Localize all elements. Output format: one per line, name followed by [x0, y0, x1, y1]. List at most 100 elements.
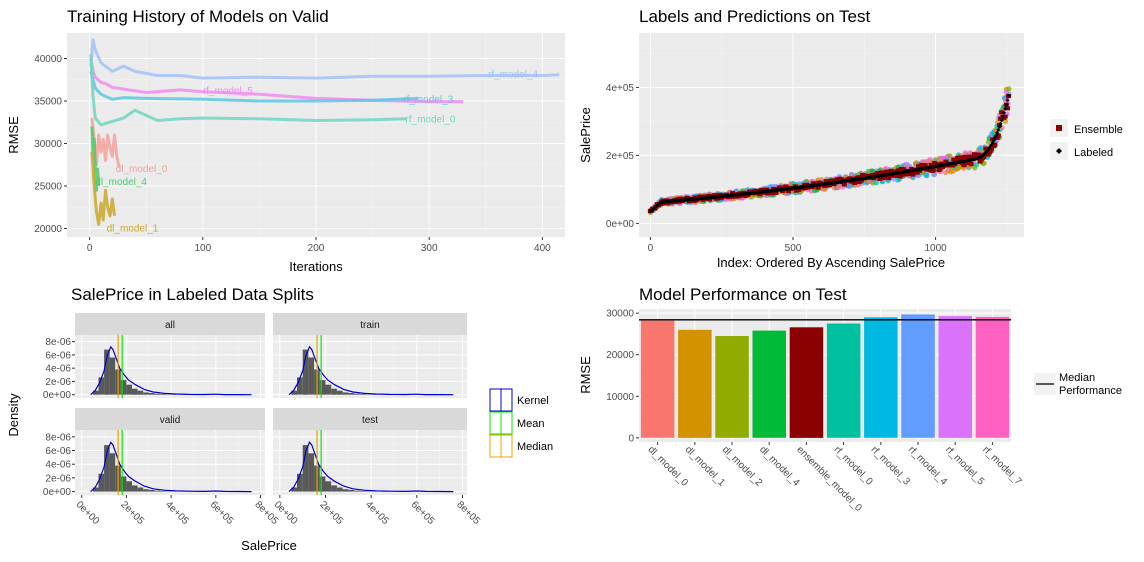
histogram-bar — [360, 491, 366, 492]
y-tick-label: 0e+00 — [606, 219, 635, 230]
bar-rf_model_3 — [864, 317, 898, 438]
facet-strip-label-all: all — [165, 320, 175, 331]
histogram-bar — [354, 394, 360, 395]
series-label-rf_model_3: rf_model_3 — [403, 94, 453, 105]
labels-predictions-y-ticks: 0e+00 2e+05 4e+05 — [606, 83, 639, 230]
x-tick-label: 2e+05 — [317, 499, 345, 527]
x-tick-label: 400 — [534, 243, 551, 254]
histogram-bar — [99, 377, 105, 394]
model-prediction-point — [1006, 86, 1011, 91]
x-tick-label: 4e+05 — [163, 499, 191, 527]
x-tick-label: 0 — [87, 243, 93, 254]
histogram-bar — [160, 491, 166, 492]
x-tick-label: rf_model_4 — [906, 444, 949, 487]
histogram-bar — [154, 491, 160, 492]
x-tick-label: 2e+05 — [118, 499, 146, 527]
labels-predictions-x-label: Index: Ordered By Ascending SalePrice — [717, 255, 945, 270]
x-tick-label: 300 — [421, 243, 438, 254]
histogram-bar — [110, 453, 116, 491]
bar-dl_model_2 — [715, 336, 749, 438]
saleprice-splits-panel: SalePrice in Labeled Data Splits all0e+0… — [6, 285, 553, 553]
x-tick-label: 1000 — [924, 243, 947, 254]
y-tick-label: 30000 — [606, 309, 634, 320]
x-tick-label: 500 — [785, 243, 802, 254]
y-tick-label: 0e+00 — [43, 487, 72, 498]
model-performance-legend: Median Performance — [1034, 372, 1122, 397]
y-tick-label: 6e-06 — [45, 350, 71, 361]
histogram-bar — [297, 377, 303, 394]
legend-key-ensemble — [1056, 125, 1062, 131]
saleprice-x-label: SalePrice — [241, 538, 297, 553]
histogram-bar — [132, 485, 138, 491]
series-label-dl_model_0: dl_model_0 — [116, 164, 168, 175]
y-tick-label: 8e-06 — [45, 337, 71, 348]
legend-label-labeled: Labeled — [1074, 147, 1113, 159]
x-tick-label: 4e+05 — [363, 499, 391, 527]
histogram-bar — [343, 489, 349, 491]
histogram-bar — [149, 490, 155, 492]
y-tick-label: 0 — [628, 433, 634, 444]
x-tick-label: 0 — [648, 243, 654, 254]
labels-predictions-plot-bg — [639, 33, 1024, 237]
histogram-bar — [149, 393, 155, 395]
histogram-bar — [308, 453, 314, 491]
legend-label-median: Median — [517, 441, 553, 453]
y-tick-label: 4e-06 — [45, 460, 71, 471]
histogram-bar — [337, 391, 343, 395]
y-tick-label: 4e+05 — [606, 83, 635, 94]
labels-predictions-legend: Ensemble Labeled — [1050, 119, 1123, 160]
histogram-bar — [138, 391, 144, 395]
bar-dl_model_0 — [641, 321, 675, 438]
x-tick-label: 6e+05 — [409, 499, 437, 527]
legend-label-median-performance: Median Performance — [1059, 372, 1122, 397]
labels-predictions-x-ticks: 0 500 1000 — [648, 237, 948, 254]
histogram-bar — [360, 394, 366, 395]
bar-rf_model_4 — [901, 314, 935, 437]
bar-dl_model_1 — [678, 330, 712, 438]
series-label-rf_model_0: rf_model_0 — [405, 115, 455, 126]
histogram-bar — [138, 488, 144, 492]
facet-strip-label-test: test — [362, 415, 378, 426]
model-performance-x-ticks: dl_model_0dl_model_1dl_model_2dl_model_4… — [645, 442, 1023, 514]
bar-ensemble_model_0 — [790, 327, 824, 438]
histogram-bar — [343, 392, 349, 394]
histogram-bar — [160, 394, 166, 395]
histogram-bar — [99, 474, 105, 492]
legend-label-kernel: Kernel — [517, 395, 549, 407]
labels-predictions-title: Labels and Predictions on Test — [639, 7, 871, 26]
y-tick-label: 2e+05 — [606, 151, 635, 162]
facet-strip-label-train: train — [360, 320, 379, 331]
y-tick-label: 20000 — [606, 350, 634, 361]
saleprice-facets: all0e+002e-064e-066e-068e-06trainvalid0e… — [43, 313, 482, 527]
bar-rf_model_0 — [827, 324, 861, 438]
histogram-bar — [308, 358, 314, 395]
series-label-rf_model_4: rf_model_4 — [488, 70, 538, 81]
bar-rf_model_7 — [976, 317, 1010, 438]
y-tick-label: 4e-06 — [45, 364, 71, 375]
histogram-bar — [326, 385, 332, 395]
training-history-title: Training History of Models on Valid — [67, 7, 329, 26]
y-tick-label: 20000 — [34, 224, 62, 235]
y-tick-label: 25000 — [34, 182, 62, 193]
labels-predictions-y-label: SalePrice — [578, 107, 593, 163]
histogram-bar — [143, 489, 149, 491]
histogram-bar — [126, 385, 132, 395]
model-performance-y-label: RMSE — [578, 356, 593, 394]
histogram-bar — [110, 358, 116, 395]
legend-label-mean: Mean — [517, 418, 545, 430]
y-tick-label: 2e-06 — [45, 377, 71, 388]
model-performance-panel: Model Performance on Test dl_model_0dl_m… — [578, 285, 1122, 514]
training-history-y-label: RMSE — [6, 116, 21, 154]
y-tick-label: 2e-06 — [45, 473, 71, 484]
facet-strip-label-valid: valid — [160, 415, 181, 426]
y-tick-label: 8e-06 — [45, 432, 71, 443]
y-tick-label: 35000 — [34, 97, 62, 108]
histogram-bar — [331, 485, 337, 491]
saleprice-legend: Kernel Mean Median — [490, 389, 553, 457]
